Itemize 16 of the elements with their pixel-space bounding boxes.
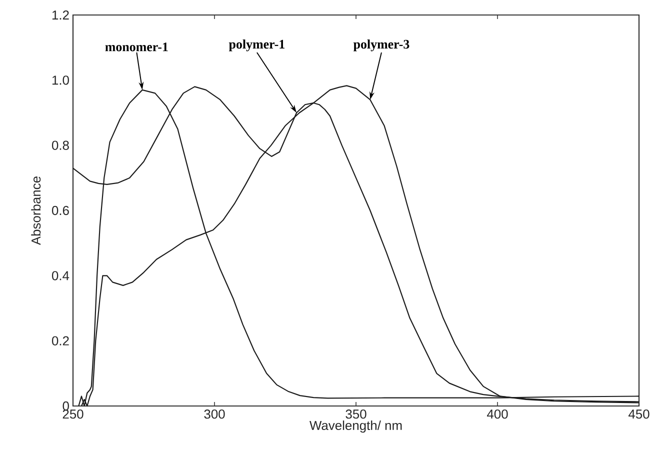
y-tick-label: 0.8 (52, 140, 69, 150)
y-tick-label: 1.0 (52, 76, 69, 85)
x-tick-label: 350 (346, 410, 366, 419)
x-axis-title: Wavelength/ nm (310, 420, 402, 433)
annotation: monomer-1 (105, 42, 168, 52)
x-tick-label: 400 (486, 410, 508, 419)
annotation: polymer-1 (228, 39, 284, 52)
annotation: polymer-3 (353, 39, 410, 52)
y-axis-title: Absorbance (31, 176, 41, 246)
x-tick-label: 450 (628, 410, 650, 419)
y-tick-label: 0.4 (52, 271, 70, 280)
y-tick-label: 1.2 (52, 10, 69, 20)
y-tick-label: 0.2 (52, 336, 69, 346)
x-tick-label: 300 (204, 410, 225, 419)
x-tick-label: 250 (62, 410, 84, 419)
y-tick-label: 0.6 (52, 206, 69, 216)
